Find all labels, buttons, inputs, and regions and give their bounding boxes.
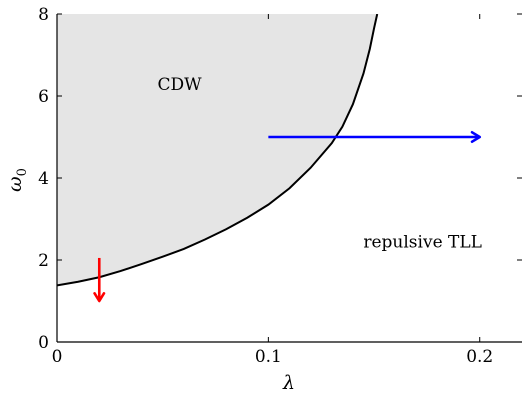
y-axis-label-subscript: 0 <box>15 168 30 176</box>
phase-boundary-line <box>57 14 379 287</box>
arrows-group <box>93 130 482 303</box>
y-tick-label: 8 <box>38 5 49 25</box>
x-axis-label: λ <box>282 372 295 394</box>
arrow-2 <box>268 130 482 144</box>
y-tick-label: 6 <box>38 87 49 107</box>
y-tick-label: 4 <box>38 169 49 189</box>
x-tick-label: 0 <box>52 347 63 367</box>
arrow-head <box>470 130 482 144</box>
ticks-group: 0 0.1 0.2 0 2 4 6 8 <box>38 5 522 367</box>
y-axis-label: ω <box>4 176 26 192</box>
arrow-1 <box>93 257 106 303</box>
x-tick-label: 0.2 <box>466 347 493 367</box>
x-tick-label: 0.1 <box>255 347 282 367</box>
svg-text:ω0: ω0 <box>4 168 30 192</box>
arrow-head <box>93 292 106 303</box>
cdw-region-fill <box>57 14 378 286</box>
repulsive-tll-region-label: repulsive TLL <box>363 233 482 253</box>
y-axis-label-group: ω0 <box>4 168 30 192</box>
y-tick-label: 0 <box>38 333 49 353</box>
y-tick-label: 2 <box>38 251 49 271</box>
cdw-region-label: CDW <box>158 75 203 95</box>
